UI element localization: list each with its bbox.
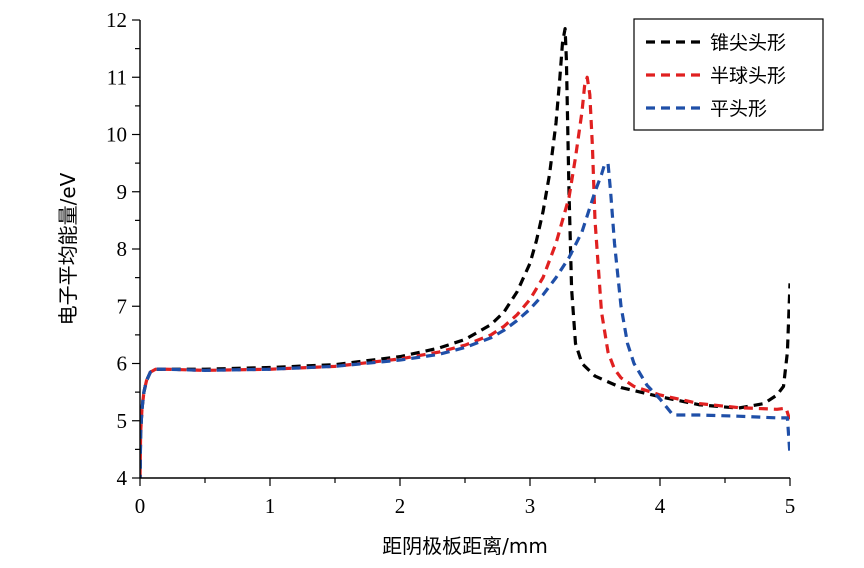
series-line-3 (140, 161, 790, 478)
y-tick-label: 4 (117, 466, 128, 490)
y-tick-label: 6 (117, 352, 128, 376)
x-axis-title: 距阴极板距离/mm (382, 534, 548, 558)
legend-label-1: 锥尖头形 (710, 32, 786, 54)
series-layer (140, 26, 790, 478)
y-tick-label: 12 (106, 8, 127, 32)
y-axis-title: 电子平均能量/eV (56, 172, 80, 325)
x-tick-label: 4 (655, 494, 666, 518)
y-tick-label: 8 (117, 237, 128, 261)
y-tick-label: 11 (107, 65, 127, 89)
x-tick-label: 2 (395, 494, 406, 518)
legend-box (633, 18, 824, 131)
y-tick-label: 7 (117, 294, 128, 318)
x-tick-label: 3 (525, 494, 536, 518)
series-line-2 (140, 75, 790, 478)
x-tick-label: 0 (135, 494, 146, 518)
y-tick-label: 5 (117, 409, 128, 433)
legend-label-2: 半球头形 (710, 65, 786, 87)
y-tick-label: 9 (117, 180, 128, 204)
x-tick-label: 1 (265, 494, 276, 518)
x-tick-label: 5 (785, 494, 796, 518)
legend-label-3: 平头形 (710, 98, 767, 120)
y-tick-label: 10 (106, 123, 127, 147)
